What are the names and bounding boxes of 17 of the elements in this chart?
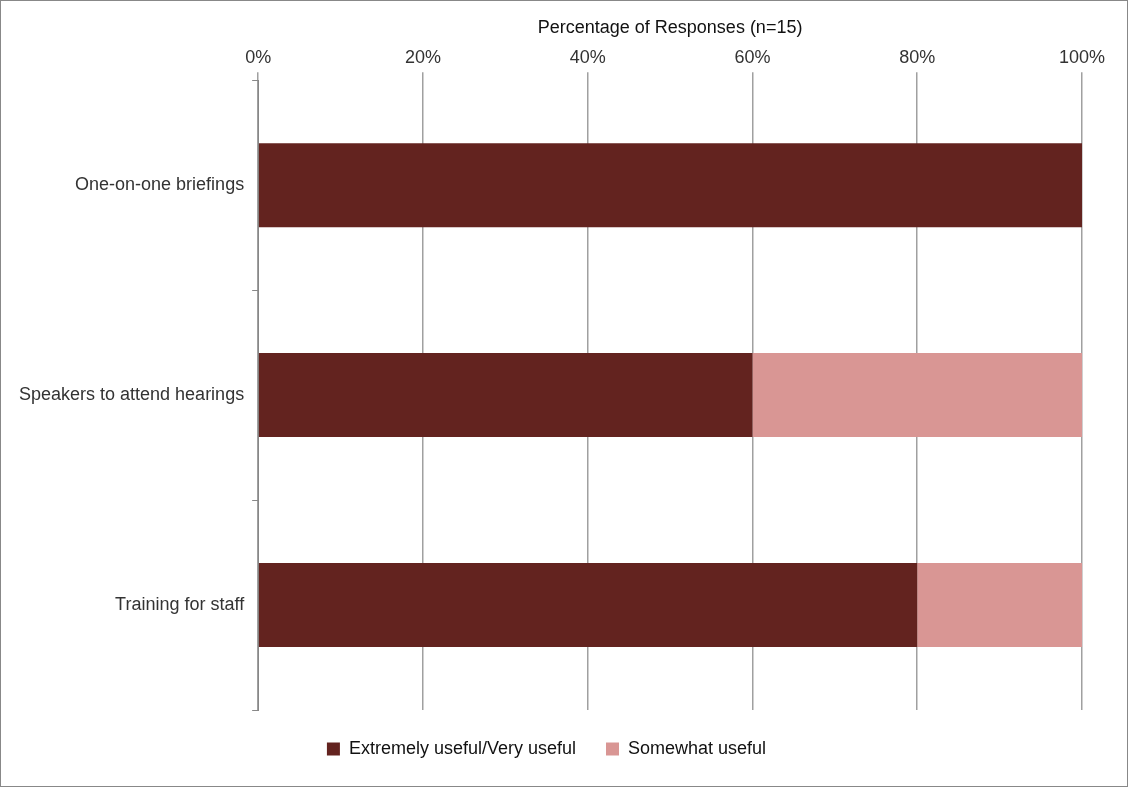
x-tick-label: 80% — [899, 47, 936, 68]
x-tick-label: 60% — [734, 47, 771, 68]
x-tick-label: 20% — [404, 47, 441, 68]
bar — [258, 353, 753, 438]
x-axis-title: Percentage of Responses (n=15) — [537, 16, 803, 37]
y-tick-label: Training for staff — [115, 594, 246, 614]
x-tick-label: 100% — [1058, 47, 1106, 68]
x-tick-label: 40% — [569, 47, 606, 68]
bar — [258, 563, 918, 648]
legend-label: Extremely useful/Very useful — [348, 737, 577, 758]
bar — [258, 143, 1082, 228]
bar — [917, 563, 1082, 648]
y-tick-label: Speakers to attend hearings — [18, 384, 245, 405]
legend-label: Somewhat useful — [628, 737, 767, 758]
x-tick-label: 0% — [245, 47, 272, 68]
y-tick-label: One-on-one briefings — [75, 174, 245, 195]
bar — [752, 353, 1082, 438]
